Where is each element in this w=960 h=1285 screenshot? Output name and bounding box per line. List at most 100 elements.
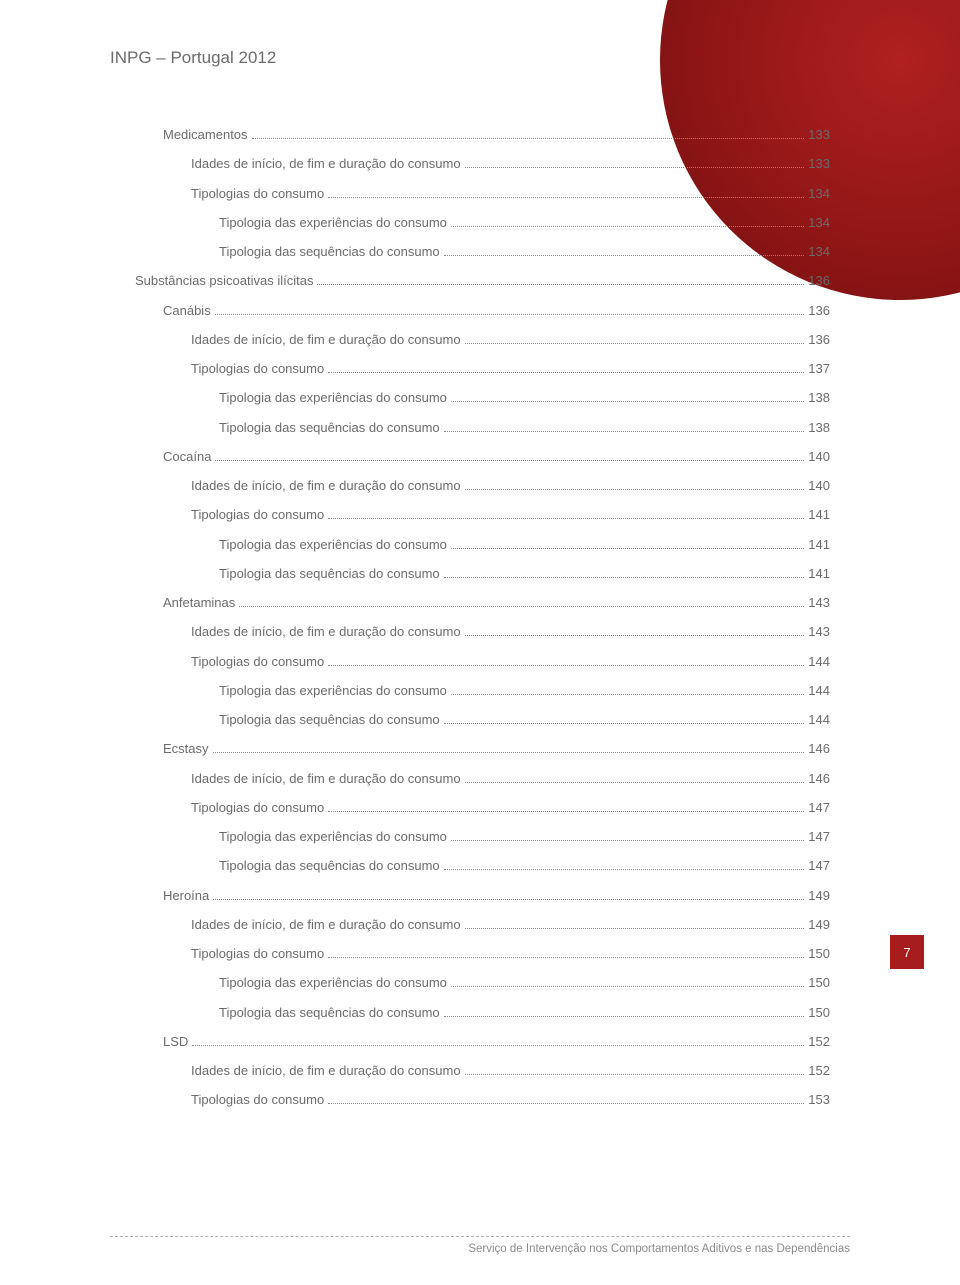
toc-entry-page: 141 [808, 559, 830, 588]
toc-entry: Tipologia das experiências do consumo 14… [135, 822, 830, 851]
toc-leader-dots [328, 957, 804, 958]
toc-leader-dots [213, 899, 804, 900]
toc-entry-label: Tipologia das sequências do consumo [219, 237, 440, 266]
toc-entry: Tipologia das sequências do consumo 147 [135, 851, 830, 880]
toc-leader-dots [465, 343, 805, 344]
toc-leader-dots [213, 752, 805, 753]
toc-entry-page: 146 [808, 764, 830, 793]
toc-entry-page: 150 [808, 939, 830, 968]
toc-leader-dots [444, 723, 805, 724]
toc-entry: Tipologia das experiências do consumo 14… [135, 676, 830, 705]
toc-entry: Idades de início, de fim e duração do co… [135, 149, 830, 178]
toc-entry: Tipologia das sequências do consumo 138 [135, 413, 830, 442]
toc-entry-page: 140 [808, 442, 830, 471]
toc-entry-label: Tipologias do consumo [191, 179, 324, 208]
toc-leader-dots [465, 782, 805, 783]
toc-entry-label: Tipologia das experiências do consumo [219, 530, 447, 559]
toc-leader-dots [328, 197, 804, 198]
toc-entry-page: 144 [808, 705, 830, 734]
toc-entry: Tipologias do consumo 147 [135, 793, 830, 822]
toc-entry: Tipologias do consumo 137 [135, 354, 830, 383]
toc-entry-page: 137 [808, 354, 830, 383]
toc-leader-dots [239, 606, 804, 607]
toc-entry: Tipologia das sequências do consumo 134 [135, 237, 830, 266]
toc-entry: Tipologias do consumo 141 [135, 500, 830, 529]
toc-entry-label: Tipologias do consumo [191, 939, 324, 968]
toc-entry-page: 150 [808, 998, 830, 1027]
toc-entry: Anfetaminas 143 [135, 588, 830, 617]
toc-entry-label: Idades de início, de fim e duração do co… [191, 764, 461, 793]
toc-entry-label: Heroína [163, 881, 209, 910]
toc-entry: Tipologia das sequências do consumo 141 [135, 559, 830, 588]
toc-entry-label: Tipologia das experiências do consumo [219, 208, 447, 237]
toc-entry-label: Tipologia das experiências do consumo [219, 383, 447, 412]
toc-leader-dots [328, 665, 804, 666]
toc-entry-label: Tipologias do consumo [191, 1085, 324, 1114]
toc-leader-dots [465, 1074, 805, 1075]
toc-entry: Tipologia das sequências do consumo 144 [135, 705, 830, 734]
toc-leader-dots [451, 694, 804, 695]
toc-entry-page: 152 [808, 1056, 830, 1085]
toc-entry-label: Tipologia das experiências do consumo [219, 676, 447, 705]
toc-entry: LSD 152 [135, 1027, 830, 1056]
toc-leader-dots [444, 577, 805, 578]
toc-entry: Tipologia das experiências do consumo 15… [135, 968, 830, 997]
toc-entry-page: 147 [808, 822, 830, 851]
toc-entry-label: Tipologia das sequências do consumo [219, 851, 440, 880]
toc-entry-page: 150 [808, 968, 830, 997]
document-header: INPG – Portugal 2012 [110, 48, 276, 68]
toc-entry-page: 134 [808, 208, 830, 237]
toc-entry-label: Tipologia das sequências do consumo [219, 559, 440, 588]
toc-entry-label: LSD [163, 1027, 188, 1056]
toc-entry-label: Ecstasy [163, 734, 209, 763]
toc-entry: Canábis 136 [135, 296, 830, 325]
table-of-contents: Medicamentos 133Idades de início, de fim… [135, 120, 830, 1115]
toc-entry-page: 143 [808, 588, 830, 617]
toc-entry-page: 149 [808, 910, 830, 939]
toc-entry-page: 153 [808, 1085, 830, 1114]
toc-leader-dots [444, 869, 805, 870]
toc-entry-label: Tipologia das experiências do consumo [219, 968, 447, 997]
toc-entry: Idades de início, de fim e duração do co… [135, 325, 830, 354]
toc-entry: Medicamentos 133 [135, 120, 830, 149]
toc-entry-label: Idades de início, de fim e duração do co… [191, 149, 461, 178]
toc-leader-dots [451, 226, 804, 227]
toc-entry-label: Medicamentos [163, 120, 248, 149]
page-number-badge: 7 [890, 935, 924, 969]
toc-entry: Tipologias do consumo 134 [135, 179, 830, 208]
toc-entry-label: Cocaína [163, 442, 211, 471]
toc-entry-label: Tipologias do consumo [191, 500, 324, 529]
toc-entry-label: Idades de início, de fim e duração do co… [191, 617, 461, 646]
toc-entry-label: Tipologia das sequências do consumo [219, 413, 440, 442]
toc-entry-page: 141 [808, 530, 830, 559]
toc-entry-label: Tipologias do consumo [191, 793, 324, 822]
toc-entry: Idades de início, de fim e duração do co… [135, 617, 830, 646]
toc-entry-page: 149 [808, 881, 830, 910]
toc-leader-dots [451, 840, 804, 841]
toc-entry: Cocaína 140 [135, 442, 830, 471]
toc-leader-dots [444, 255, 805, 256]
toc-leader-dots [451, 401, 804, 402]
toc-entry: Idades de início, de fim e duração do co… [135, 764, 830, 793]
toc-entry: Tipologias do consumo 150 [135, 939, 830, 968]
toc-entry: Tipologia das experiências do consumo 13… [135, 208, 830, 237]
toc-entry-page: 140 [808, 471, 830, 500]
toc-leader-dots [317, 284, 804, 285]
toc-entry-label: Idades de início, de fim e duração do co… [191, 910, 461, 939]
toc-entry: Idades de início, de fim e duração do co… [135, 910, 830, 939]
toc-entry: Tipologia das experiências do consumo 13… [135, 383, 830, 412]
toc-leader-dots [215, 314, 805, 315]
toc-entry-page: 152 [808, 1027, 830, 1056]
toc-entry-page: 146 [808, 734, 830, 763]
footer-text: Serviço de Intervenção nos Comportamento… [110, 1236, 850, 1255]
toc-entry-label: Substâncias psicoativas ilícitas [135, 266, 313, 295]
toc-leader-dots [465, 167, 805, 168]
toc-entry: Heroína 149 [135, 881, 830, 910]
toc-entry-page: 134 [808, 237, 830, 266]
toc-leader-dots [465, 489, 805, 490]
toc-entry: Idades de início, de fim e duração do co… [135, 1056, 830, 1085]
toc-entry-label: Tipologia das sequências do consumo [219, 998, 440, 1027]
toc-leader-dots [451, 548, 804, 549]
toc-entry: Tipologias do consumo 144 [135, 647, 830, 676]
toc-entry-label: Tipologias do consumo [191, 647, 324, 676]
